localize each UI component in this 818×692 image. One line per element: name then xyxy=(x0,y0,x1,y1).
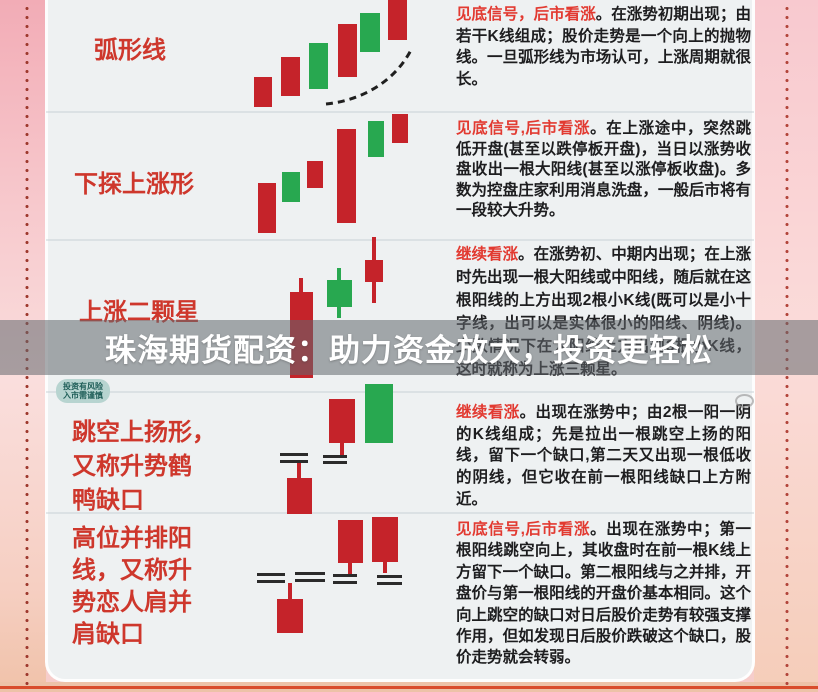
risk-disclaimer-badge: 投资有风险 入市需谨慎 xyxy=(56,379,110,403)
row-divider xyxy=(46,391,754,393)
badge-line1: 投资有风险 xyxy=(63,382,103,391)
description-text: 。出现在涨势中；由2根一阳一阴的K线组成；先是拉出一根跳空上扬的阳线，留下一个缺… xyxy=(456,404,751,508)
candle-body xyxy=(392,114,408,143)
candle-body xyxy=(365,260,383,282)
candle-wick xyxy=(288,583,292,599)
candle-body xyxy=(329,399,355,443)
watermark-text: 珠海期货配资：助力资金放大，投资更轻松 xyxy=(105,333,713,368)
candle-body xyxy=(258,183,276,233)
signal-text: 见底信号,后市看涨 xyxy=(456,120,591,137)
gap-mark xyxy=(257,573,285,576)
candle-wick xyxy=(372,282,376,303)
candle-body xyxy=(338,24,357,77)
gap-mark xyxy=(377,575,402,578)
description-text: 。在涨势初期出现；由若干K线组成；股价走势是一个向上的抛物线。一旦弧形线为市场认… xyxy=(456,6,751,88)
gap-mark xyxy=(323,455,347,458)
signal-text: 见底信号,后市看涨 xyxy=(456,521,591,538)
gap-mark xyxy=(333,574,357,577)
pattern-label-arc-line: 弧形线 xyxy=(94,37,166,64)
candle-body xyxy=(309,43,328,89)
gap-mark xyxy=(333,581,357,584)
candle-body xyxy=(338,520,363,563)
candle-body xyxy=(327,280,352,307)
description-arc-line: 见底信号，后市看涨。在涨势初期出现；由若干K线组成；股价走势是一个向上的抛物线。… xyxy=(456,4,751,90)
candle-wick xyxy=(337,307,341,318)
badge-line2: 入市需谨慎 xyxy=(63,391,103,400)
description-probe-rise: 见底信号,后市看涨。在上涨途中，突然跳低开盘(甚至以跌停板开盘)，当日以涨势收盘… xyxy=(456,119,751,222)
bottom-red-line xyxy=(0,686,818,689)
candle-wick xyxy=(372,237,376,260)
candle-body xyxy=(287,478,312,514)
gap-mark xyxy=(295,572,325,575)
description-gap-up: 继续看涨。出现在涨势中；由2根一阳一阴的K线组成；先是拉出一根跳空上扬的阳线，留… xyxy=(456,402,751,511)
candle-wick xyxy=(297,462,301,478)
signal-text: 继续看涨 xyxy=(456,404,520,421)
row-divider xyxy=(46,111,754,113)
candle-body xyxy=(360,13,380,52)
candle-body xyxy=(368,121,384,157)
candle-wick xyxy=(383,562,387,573)
description-parallel-yang: 见底信号,后市看涨。出现在涨势中；第一根阳线跳空向上，其收盘时在前一根K线上方留… xyxy=(456,519,751,669)
candle-wick xyxy=(340,443,344,456)
small-oval-watermark-icon xyxy=(735,394,754,408)
candle-body xyxy=(365,384,393,443)
candle-wick xyxy=(348,563,352,575)
signal-text: 见底信号，后市看涨 xyxy=(456,6,596,23)
gap-mark xyxy=(280,460,308,463)
row-divider xyxy=(46,512,754,514)
pattern-label-probe-rise: 下探上涨形 xyxy=(74,171,194,198)
candle-body xyxy=(337,129,356,223)
candle-body xyxy=(277,599,303,633)
pattern-label-parallel-yang: 高位并排阳 线，又称升 势恋人肩并 肩缺口 xyxy=(72,525,192,648)
gap-mark xyxy=(295,579,325,582)
candle-body xyxy=(254,77,272,107)
candle-wick xyxy=(337,268,341,280)
candle-body xyxy=(372,517,398,562)
gap-mark xyxy=(377,582,402,585)
watermark-band: 珠海期货配资：助力资金放大，投资更轻松 xyxy=(0,320,818,375)
signal-text: 继续看涨 xyxy=(456,246,519,263)
gap-mark xyxy=(257,580,285,583)
candle-body xyxy=(282,172,300,202)
row-divider xyxy=(46,239,754,241)
candle-body xyxy=(307,161,323,188)
candle-body xyxy=(281,57,300,96)
gap-mark xyxy=(323,461,347,464)
description-text: 。出现在涨势中；第一根阳线跳空向上，其收盘时在前一根K线上方留下一个缺口。第二根… xyxy=(456,521,751,667)
candle-wick xyxy=(299,278,303,292)
description-text: 。在上涨途中，突然跳低开盘(甚至以跌停板开盘)，当日以涨势收盘收出一根大阳线(甚… xyxy=(456,120,751,220)
gap-mark xyxy=(280,453,308,456)
trend-arc xyxy=(325,49,413,106)
candle-body xyxy=(388,0,407,40)
pattern-label-gap-up: 跳空上扬形， 又称升势鹤 鸭缺口 xyxy=(72,419,216,514)
